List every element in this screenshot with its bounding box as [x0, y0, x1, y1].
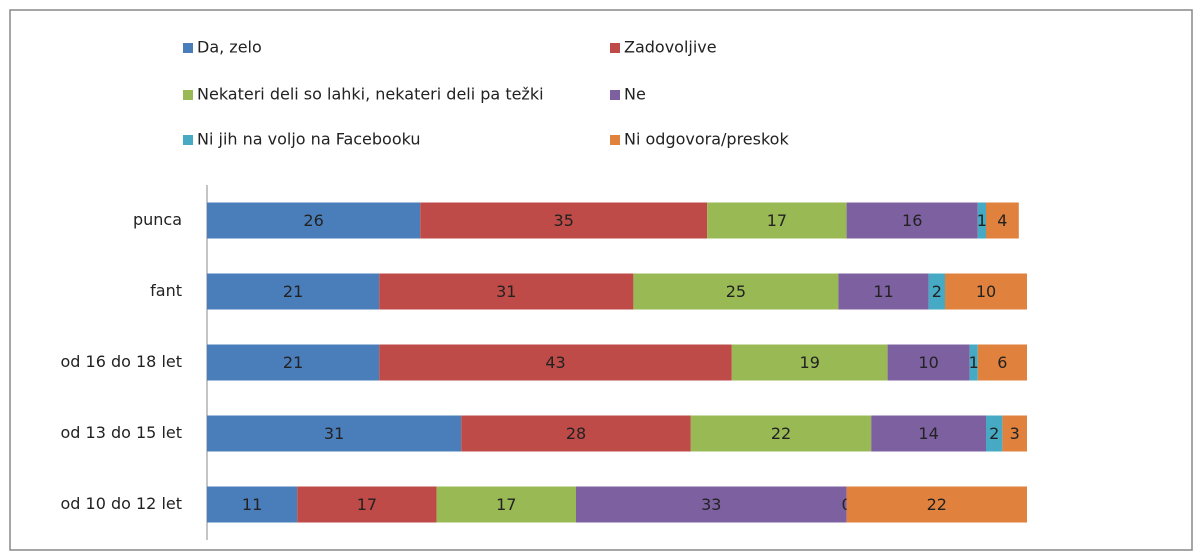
data-label: 6	[997, 353, 1007, 372]
data-label: 28	[566, 424, 586, 443]
data-label: 3	[1010, 424, 1020, 443]
y-tick-label: od 10 do 12 let	[60, 494, 182, 513]
data-label: 10	[976, 282, 996, 301]
data-label: 2	[989, 424, 999, 443]
data-label: 21	[283, 282, 303, 301]
y-tick-label: od 13 do 15 let	[60, 423, 182, 442]
bar-segment	[420, 202, 708, 239]
bar-segment	[945, 273, 1027, 310]
bar-segment	[977, 202, 986, 239]
bar-segment	[207, 202, 421, 239]
data-label: 25	[726, 282, 746, 301]
data-label: 33	[701, 495, 721, 514]
data-label: 43	[545, 353, 565, 372]
data-label: 17	[496, 495, 516, 514]
data-label: 10	[918, 353, 938, 372]
bar-segment	[461, 415, 691, 452]
data-label: 11	[242, 495, 262, 514]
bar-segment	[986, 202, 1019, 239]
bar-segment	[633, 273, 839, 310]
legend-swatch	[610, 90, 620, 100]
legend-label: Ne	[624, 85, 646, 104]
data-label: 4	[997, 211, 1007, 230]
bar-segment	[707, 202, 847, 239]
bar-segment	[297, 486, 437, 523]
legend-swatch	[183, 135, 193, 145]
legend-swatch	[610, 43, 620, 53]
data-label: 31	[324, 424, 344, 443]
bar-segment	[379, 344, 732, 381]
data-label: 21	[283, 353, 303, 372]
bar-segment	[576, 486, 847, 523]
data-label: 17	[767, 211, 787, 230]
legend-swatch	[183, 90, 193, 100]
bar-segment	[838, 273, 929, 310]
bar-segment	[871, 415, 986, 452]
data-label: 1	[977, 211, 987, 230]
data-label: 2	[932, 282, 942, 301]
bar-segment	[986, 415, 1003, 452]
y-tick-label: fant	[150, 281, 182, 300]
y-tick-label: punca	[133, 210, 182, 229]
bar-segment	[379, 273, 634, 310]
bar-segment	[977, 344, 1027, 381]
data-label: 22	[927, 495, 947, 514]
legend-label: Ni odgovora/preskok	[624, 130, 789, 149]
data-label: 17	[357, 495, 377, 514]
data-label: 35	[554, 211, 574, 230]
bar-segment	[207, 486, 298, 523]
bar-segment	[731, 344, 888, 381]
data-label: 16	[902, 211, 922, 230]
bar-segment	[846, 202, 978, 239]
legend-label: Nekateri deli so lahki, nekateri deli pa…	[197, 85, 544, 104]
data-label: 11	[873, 282, 893, 301]
bar-segment	[207, 344, 380, 381]
data-label: 22	[771, 424, 791, 443]
bar-segment	[928, 273, 945, 310]
data-label: 26	[303, 211, 323, 230]
bar-segment	[207, 273, 380, 310]
data-label: 14	[918, 424, 938, 443]
bar-segment	[1002, 415, 1027, 452]
data-label: 31	[496, 282, 516, 301]
y-tick-label: od 16 do 18 let	[60, 352, 182, 371]
legend-swatch	[183, 43, 193, 53]
legend-label: Zadovoljive	[624, 38, 717, 57]
bar-segment	[846, 486, 1027, 523]
bar-segment	[436, 486, 576, 523]
legend-label: Ni jih na voljo na Facebooku	[197, 130, 421, 149]
data-label: 1	[969, 353, 979, 372]
legend-label: Da, zelo	[197, 38, 262, 57]
bar-segment	[207, 415, 462, 452]
bar-segment	[887, 344, 970, 381]
data-label: 19	[800, 353, 820, 372]
bar-segment	[690, 415, 872, 452]
bar-segment	[969, 344, 978, 381]
legend-swatch	[610, 135, 620, 145]
